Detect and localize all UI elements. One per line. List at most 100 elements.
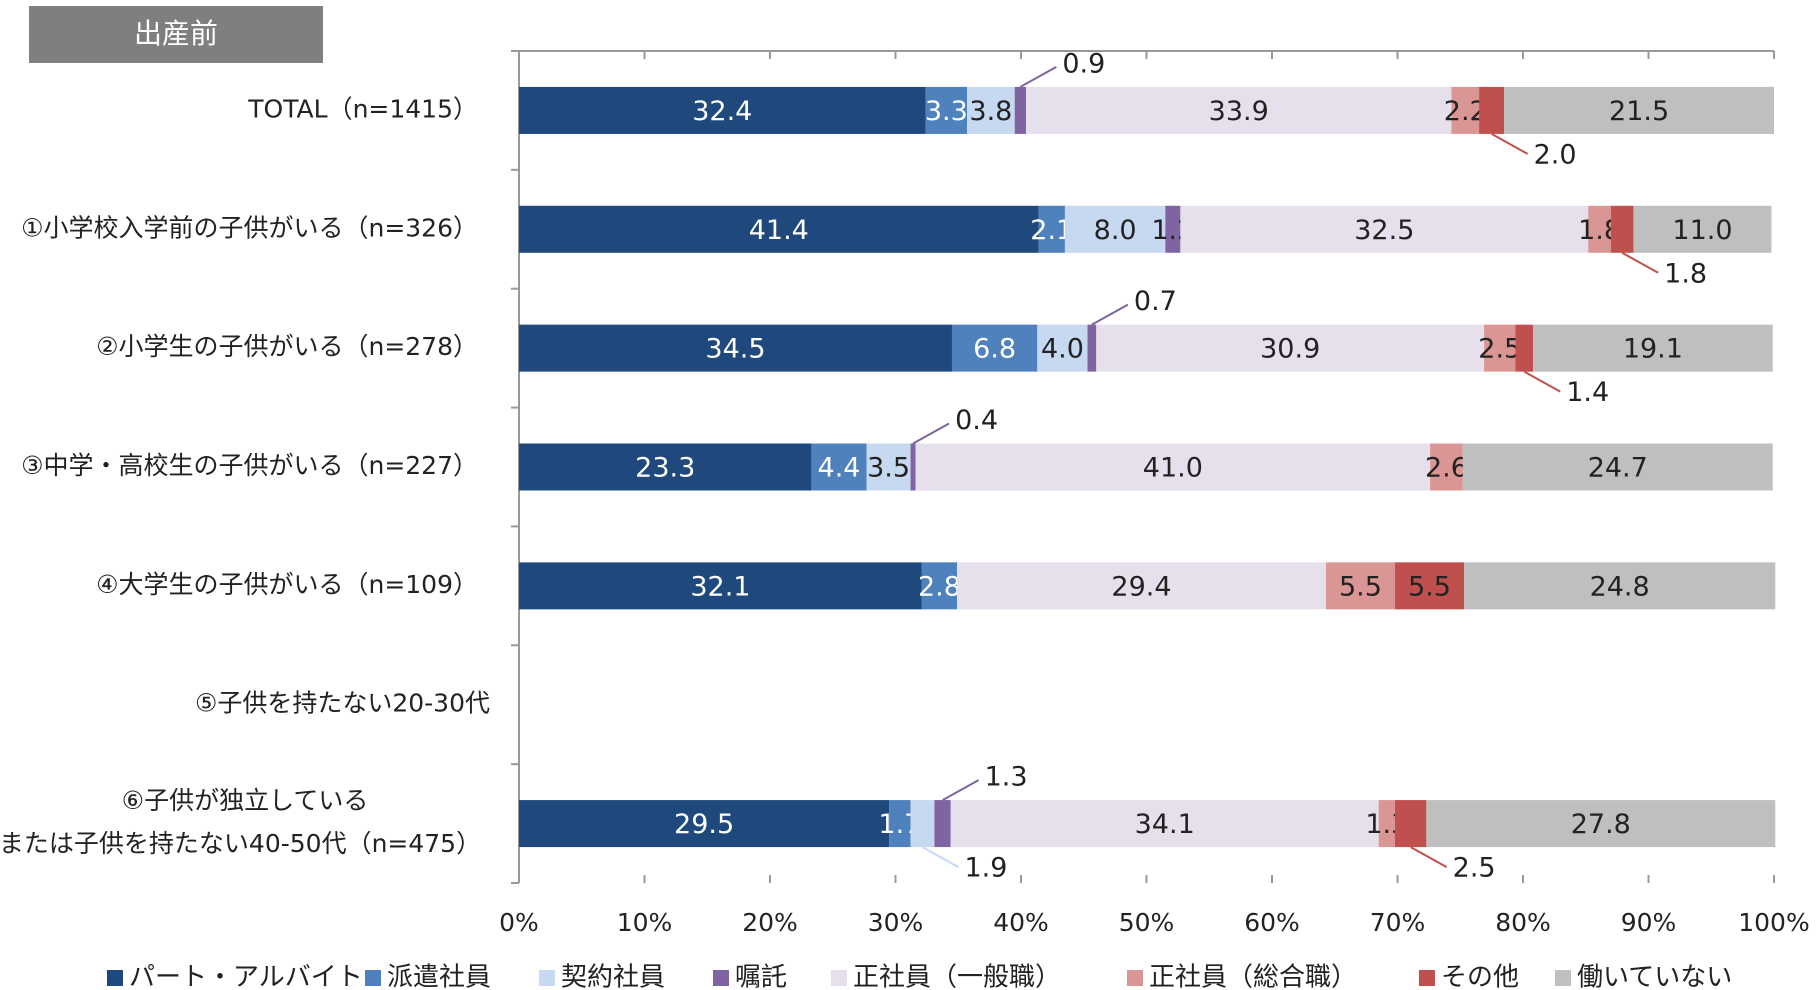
data-label: 23.3 — [635, 453, 695, 484]
y-tick-label: ②小学生の子供がいる（n=278） — [96, 332, 478, 361]
data-label: 0.9 — [1062, 48, 1105, 79]
bar-segment — [1026, 86, 1452, 134]
x-tick-label: 30% — [868, 908, 924, 937]
bar-segment — [1378, 800, 1395, 848]
bar-segment — [519, 86, 926, 134]
bar-segment — [1394, 800, 1427, 848]
y-tick-label: ④大学生の子供がいる（n=109） — [96, 570, 478, 599]
legend-swatch — [1555, 970, 1571, 986]
data-label: 5.5 — [1339, 571, 1382, 602]
data-label: 21.5 — [1609, 96, 1669, 127]
data-label: 33.9 — [1209, 96, 1269, 127]
bar-segment — [1479, 86, 1505, 134]
bar-segment — [1394, 562, 1465, 610]
bar-segment — [950, 800, 1379, 848]
bar-segment — [1504, 86, 1774, 134]
x-tick-label: 70% — [1370, 908, 1426, 937]
bar-segment — [1014, 86, 1027, 134]
data-label: 4.4 — [818, 453, 861, 484]
bar-segment — [1515, 324, 1534, 372]
data-label: 2.5 — [1453, 853, 1496, 884]
data-label: 2.5 — [1478, 334, 1521, 365]
callout-line — [912, 422, 950, 445]
bar-segment — [1325, 562, 1395, 610]
y-tick-label: ①小学校入学前の子供がいる（n=326） — [21, 213, 478, 242]
callout-line — [921, 846, 959, 868]
bar-segment — [1462, 443, 1773, 491]
bar-segment — [519, 324, 952, 372]
data-label: 32.4 — [692, 96, 752, 127]
data-label: 0.4 — [955, 405, 998, 436]
legend-swatch — [1127, 970, 1143, 986]
bar-segment — [921, 562, 957, 610]
bar-segment — [1180, 205, 1589, 253]
data-label: 27.8 — [1571, 809, 1631, 840]
data-label: 11.0 — [1672, 215, 1732, 246]
legend-label: その他 — [1441, 963, 1519, 990]
data-label: 3.8 — [969, 96, 1012, 127]
y-tick-label: ⑤子供を持たない20-30代 — [195, 689, 490, 718]
data-label: 34.5 — [705, 334, 765, 365]
y-tick-label: ⑥子供が独立しているまたは子供を持たない40-50代（n=475） — [0, 786, 481, 858]
data-label: 24.7 — [1588, 453, 1648, 484]
bar-segment — [1096, 324, 1485, 372]
bar-segment — [1533, 324, 1773, 372]
x-tick-label: 0% — [499, 908, 539, 937]
legend-label: 嘱託 — [735, 963, 787, 990]
legend-label: 派遣社員 — [387, 963, 491, 990]
data-label: 1.9 — [964, 853, 1007, 884]
legend-swatch — [107, 970, 123, 986]
data-label: 32.5 — [1354, 215, 1414, 246]
data-label: 2.6 — [1425, 453, 1468, 484]
bar-segment — [1451, 86, 1480, 134]
bar-segment — [519, 562, 922, 610]
legend-label: 正社員（一般職） — [853, 963, 1061, 990]
data-label: 0.7 — [1134, 286, 1177, 317]
data-label: 41.0 — [1143, 453, 1203, 484]
data-label: 6.8 — [973, 334, 1016, 365]
data-label: 2.8 — [918, 571, 961, 602]
legend-swatch — [1419, 970, 1435, 986]
title-box — [29, 6, 323, 63]
legend-swatch — [365, 970, 381, 986]
bar-segment — [1064, 205, 1166, 253]
bar-segment — [1484, 324, 1516, 372]
data-label: 29.4 — [1111, 571, 1171, 602]
bar-segment — [910, 800, 935, 848]
chart-title: 出産前 — [134, 17, 218, 50]
legend-label: 契約社員 — [561, 963, 665, 990]
data-label: 19.1 — [1623, 334, 1683, 365]
callout-line — [1621, 251, 1659, 274]
data-label: 32.1 — [690, 571, 750, 602]
bar-segment — [889, 800, 911, 848]
callout-line — [1019, 66, 1057, 88]
bar-segment — [925, 86, 968, 134]
bar-segment — [811, 443, 867, 491]
bar-segment — [951, 324, 1038, 372]
bar-segment — [866, 443, 911, 491]
data-label: 3.3 — [925, 96, 968, 127]
bar-segment — [967, 86, 1015, 134]
data-label: 41.4 — [749, 215, 809, 246]
x-tick-label: 100% — [1738, 908, 1809, 937]
bar-segment — [519, 205, 1039, 253]
bar-segment — [1610, 205, 1634, 253]
y-tick-label: TOTAL（n=1415） — [247, 94, 478, 123]
data-label: 30.9 — [1260, 334, 1320, 365]
data-label: 2.0 — [1534, 139, 1577, 170]
data-label: 3.5 — [867, 453, 910, 484]
callout-line — [1410, 846, 1448, 868]
x-tick-label: 10% — [617, 908, 673, 937]
bar-segment — [1165, 205, 1181, 253]
legend-swatch — [831, 970, 847, 986]
callout-line — [1091, 303, 1129, 326]
callout-line — [1491, 133, 1529, 155]
bar-segment — [519, 443, 812, 491]
data-label: 24.8 — [1590, 571, 1650, 602]
bar-segment — [1087, 324, 1097, 372]
bar-segment — [1037, 324, 1088, 372]
data-label: 1.8 — [1664, 258, 1707, 289]
bar-segment — [1430, 443, 1463, 491]
x-tick-label: 20% — [742, 908, 798, 937]
